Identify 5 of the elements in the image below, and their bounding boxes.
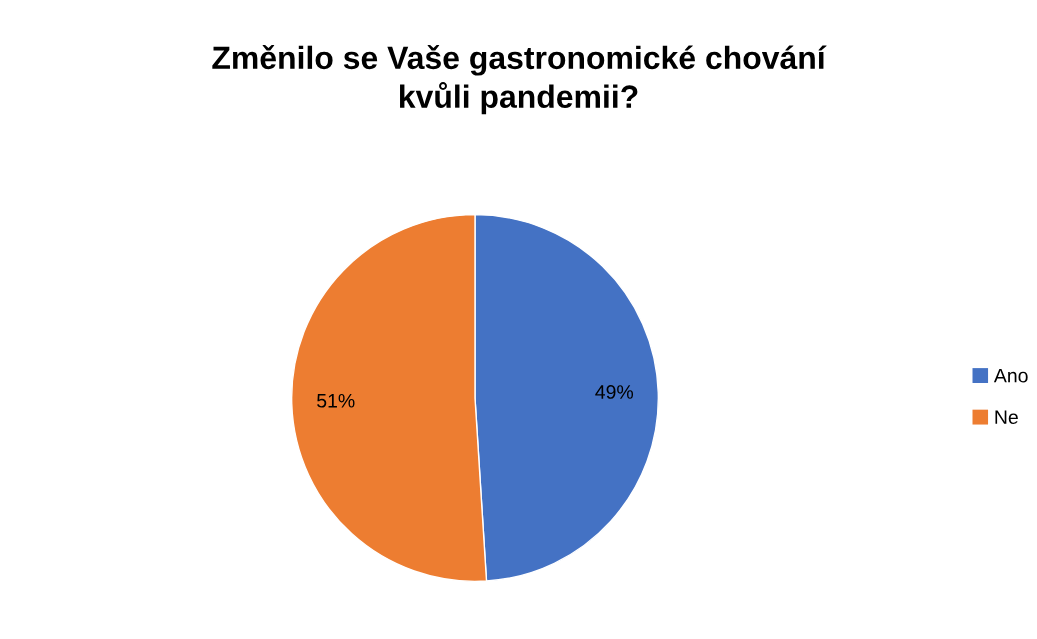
data-label: 49%	[595, 385, 634, 399]
legend-label: Ano	[993, 368, 1028, 383]
legend-label: Ne	[995, 410, 1018, 425]
chart-title: Změnilo se Vaše gastronomické chování kvůli pandemii?	[212, 45, 827, 115]
data-label: 51%	[317, 393, 355, 408]
